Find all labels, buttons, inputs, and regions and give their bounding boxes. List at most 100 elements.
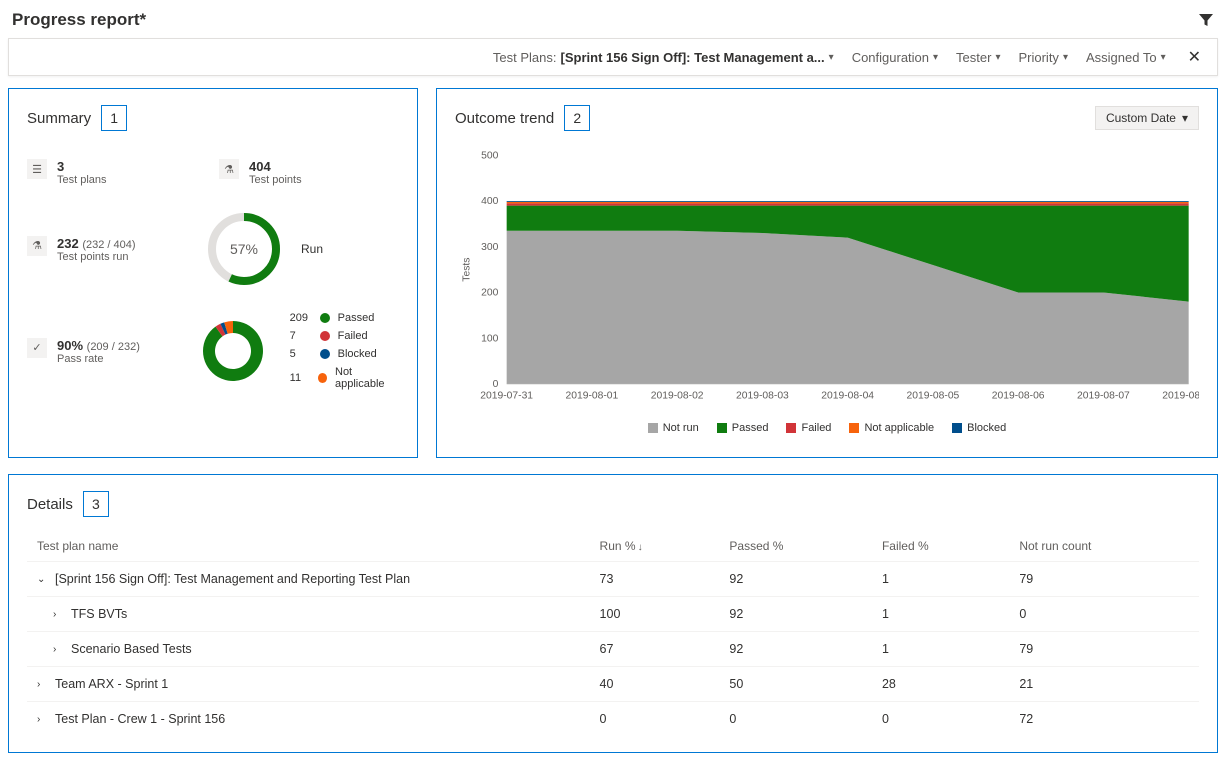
column-header[interactable]: Not run count (1009, 531, 1199, 562)
stat-label: Pass rate (57, 353, 140, 365)
filter-test-plans[interactable]: Test Plans: [Sprint 156 Sign Off]: Test … (493, 50, 834, 65)
points-run-icon: ⚗ (27, 236, 47, 256)
run-percent: 100 (590, 597, 720, 632)
stat-pass-rate: ✓ 90% (209 / 232) Pass rate 209Passed7Fa… (27, 312, 399, 390)
legend-label: Failed (338, 330, 368, 342)
expand-icon[interactable]: › (37, 714, 49, 725)
svg-text:400: 400 (481, 196, 498, 207)
stat-test-points: ⚗ 404 Test points (219, 159, 399, 186)
chart-legend-item: Blocked (952, 422, 1006, 434)
svg-text:0: 0 (493, 379, 499, 390)
notrun-count: 72 (1009, 702, 1199, 737)
run-percent: 67 (590, 632, 720, 667)
table-row[interactable]: ›Test Plan - Crew 1 - Sprint 15600072 (27, 702, 1199, 737)
filter-configuration[interactable]: Configuration▾ (852, 50, 938, 65)
trend-title: Outcome trend (455, 110, 554, 127)
chevron-down-icon: ▾ (1161, 52, 1166, 63)
plan-name: Test Plan - Crew 1 - Sprint 156 (55, 712, 225, 726)
pass-rate-icon: ✓ (27, 338, 47, 358)
details-card: Details 3 Test plan nameRun %↓Passed %Fa… (8, 474, 1218, 753)
stat-value: 232 (232 / 404) (57, 236, 136, 251)
chevron-down-icon: ▾ (829, 52, 834, 63)
column-header[interactable]: Failed % (872, 531, 1009, 562)
notrun-count: 0 (1009, 597, 1199, 632)
legend-label: Not run (663, 422, 699, 434)
legend-swatch (320, 313, 330, 323)
legend-swatch (849, 423, 859, 433)
gauge-label: Run (301, 242, 323, 256)
stat-value: 3 (57, 159, 107, 174)
details-table: Test plan nameRun %↓Passed %Failed %Not … (27, 531, 1199, 736)
svg-text:2019-08-08: 2019-08-08 (1162, 390, 1199, 401)
stat-label: Test points run (57, 251, 136, 263)
legend-label: Blocked (338, 348, 377, 360)
filter-assigned-to[interactable]: Assigned To▾ (1086, 50, 1166, 65)
svg-text:2019-07-31: 2019-07-31 (480, 390, 533, 401)
passed-percent: 92 (719, 632, 872, 667)
expand-icon[interactable]: › (37, 679, 49, 690)
filter-value: [Sprint 156 Sign Off]: Test Management a… (561, 50, 825, 65)
chart-legend-item: Failed (786, 422, 831, 434)
test-plans-icon: ☰ (27, 159, 47, 179)
failed-percent: 1 (872, 597, 1009, 632)
svg-text:2019-08-06: 2019-08-06 (992, 390, 1045, 401)
legend-label: Passed (732, 422, 769, 434)
column-header[interactable]: Run %↓ (590, 531, 720, 562)
chevron-down-icon: ▾ (1182, 111, 1188, 125)
chevron-down-icon: ▾ (933, 52, 938, 63)
run-gauge: 57% (205, 210, 283, 288)
expand-icon[interactable]: › (53, 644, 65, 655)
legend-count: 209 (290, 312, 312, 324)
svg-text:2019-08-05: 2019-08-05 (907, 390, 960, 401)
run-percent: 73 (590, 562, 720, 597)
test-points-icon: ⚗ (219, 159, 239, 179)
svg-text:2019-08-07: 2019-08-07 (1077, 390, 1130, 401)
outcome-donut (194, 312, 272, 390)
filter-label: Test Plans: (493, 50, 557, 65)
button-label: Custom Date (1106, 111, 1176, 125)
stat-label: Test points (249, 174, 302, 186)
chart-legend: Not run Passed Failed Not applicable Blocked (455, 422, 1199, 434)
legend-swatch (318, 373, 327, 383)
filter-label: Tester (956, 50, 991, 65)
details-badge: 3 (83, 491, 109, 517)
close-icon[interactable]: ✕ (1184, 47, 1205, 67)
run-percent: 40 (590, 667, 720, 702)
passed-percent: 92 (719, 597, 872, 632)
legend-count: 7 (290, 330, 312, 342)
filter-icon[interactable] (1198, 12, 1214, 28)
notrun-count: 21 (1009, 667, 1199, 702)
table-row[interactable]: › TFS BVTs 1009210 (27, 597, 1199, 632)
run-percent: 0 (590, 702, 720, 737)
plan-name: TFS BVTs (71, 607, 127, 621)
expand-icon[interactable]: › (53, 609, 65, 620)
passed-percent: 92 (719, 562, 872, 597)
filter-priority[interactable]: Priority▾ (1018, 50, 1067, 65)
failed-percent: 28 (872, 667, 1009, 702)
page-title: Progress report* (12, 10, 146, 30)
legend-label: Not applicable (864, 422, 934, 434)
table-row[interactable]: ›Team ARX - Sprint 140502821 (27, 667, 1199, 702)
legend-label: Blocked (967, 422, 1006, 434)
custom-date-button[interactable]: Custom Date ▾ (1095, 106, 1199, 130)
summary-badge: 1 (101, 105, 127, 131)
column-header[interactable]: Test plan name (27, 531, 590, 562)
table-row[interactable]: ⌄[Sprint 156 Sign Off]: Test Management … (27, 562, 1199, 597)
svg-text:300: 300 (481, 242, 498, 253)
column-header[interactable]: Passed % (719, 531, 872, 562)
table-row[interactable]: ›Scenario Based Tests6792179 (27, 632, 1199, 667)
failed-percent: 0 (872, 702, 1009, 737)
expand-icon[interactable]: ⌄ (37, 574, 49, 585)
chart-legend-item: Passed (717, 422, 769, 434)
svg-text:2019-08-01: 2019-08-01 (566, 390, 619, 401)
filter-label: Priority (1018, 50, 1058, 65)
filter-bar: Test Plans: [Sprint 156 Sign Off]: Test … (8, 38, 1218, 76)
legend-label: Passed (338, 312, 375, 324)
svg-text:100: 100 (481, 333, 498, 344)
svg-text:2019-08-03: 2019-08-03 (736, 390, 789, 401)
plan-name: Scenario Based Tests (71, 642, 192, 656)
filter-tester[interactable]: Tester▾ (956, 50, 1000, 65)
failed-percent: 1 (872, 562, 1009, 597)
svg-text:200: 200 (481, 288, 498, 299)
stat-label: Test plans (57, 174, 107, 186)
